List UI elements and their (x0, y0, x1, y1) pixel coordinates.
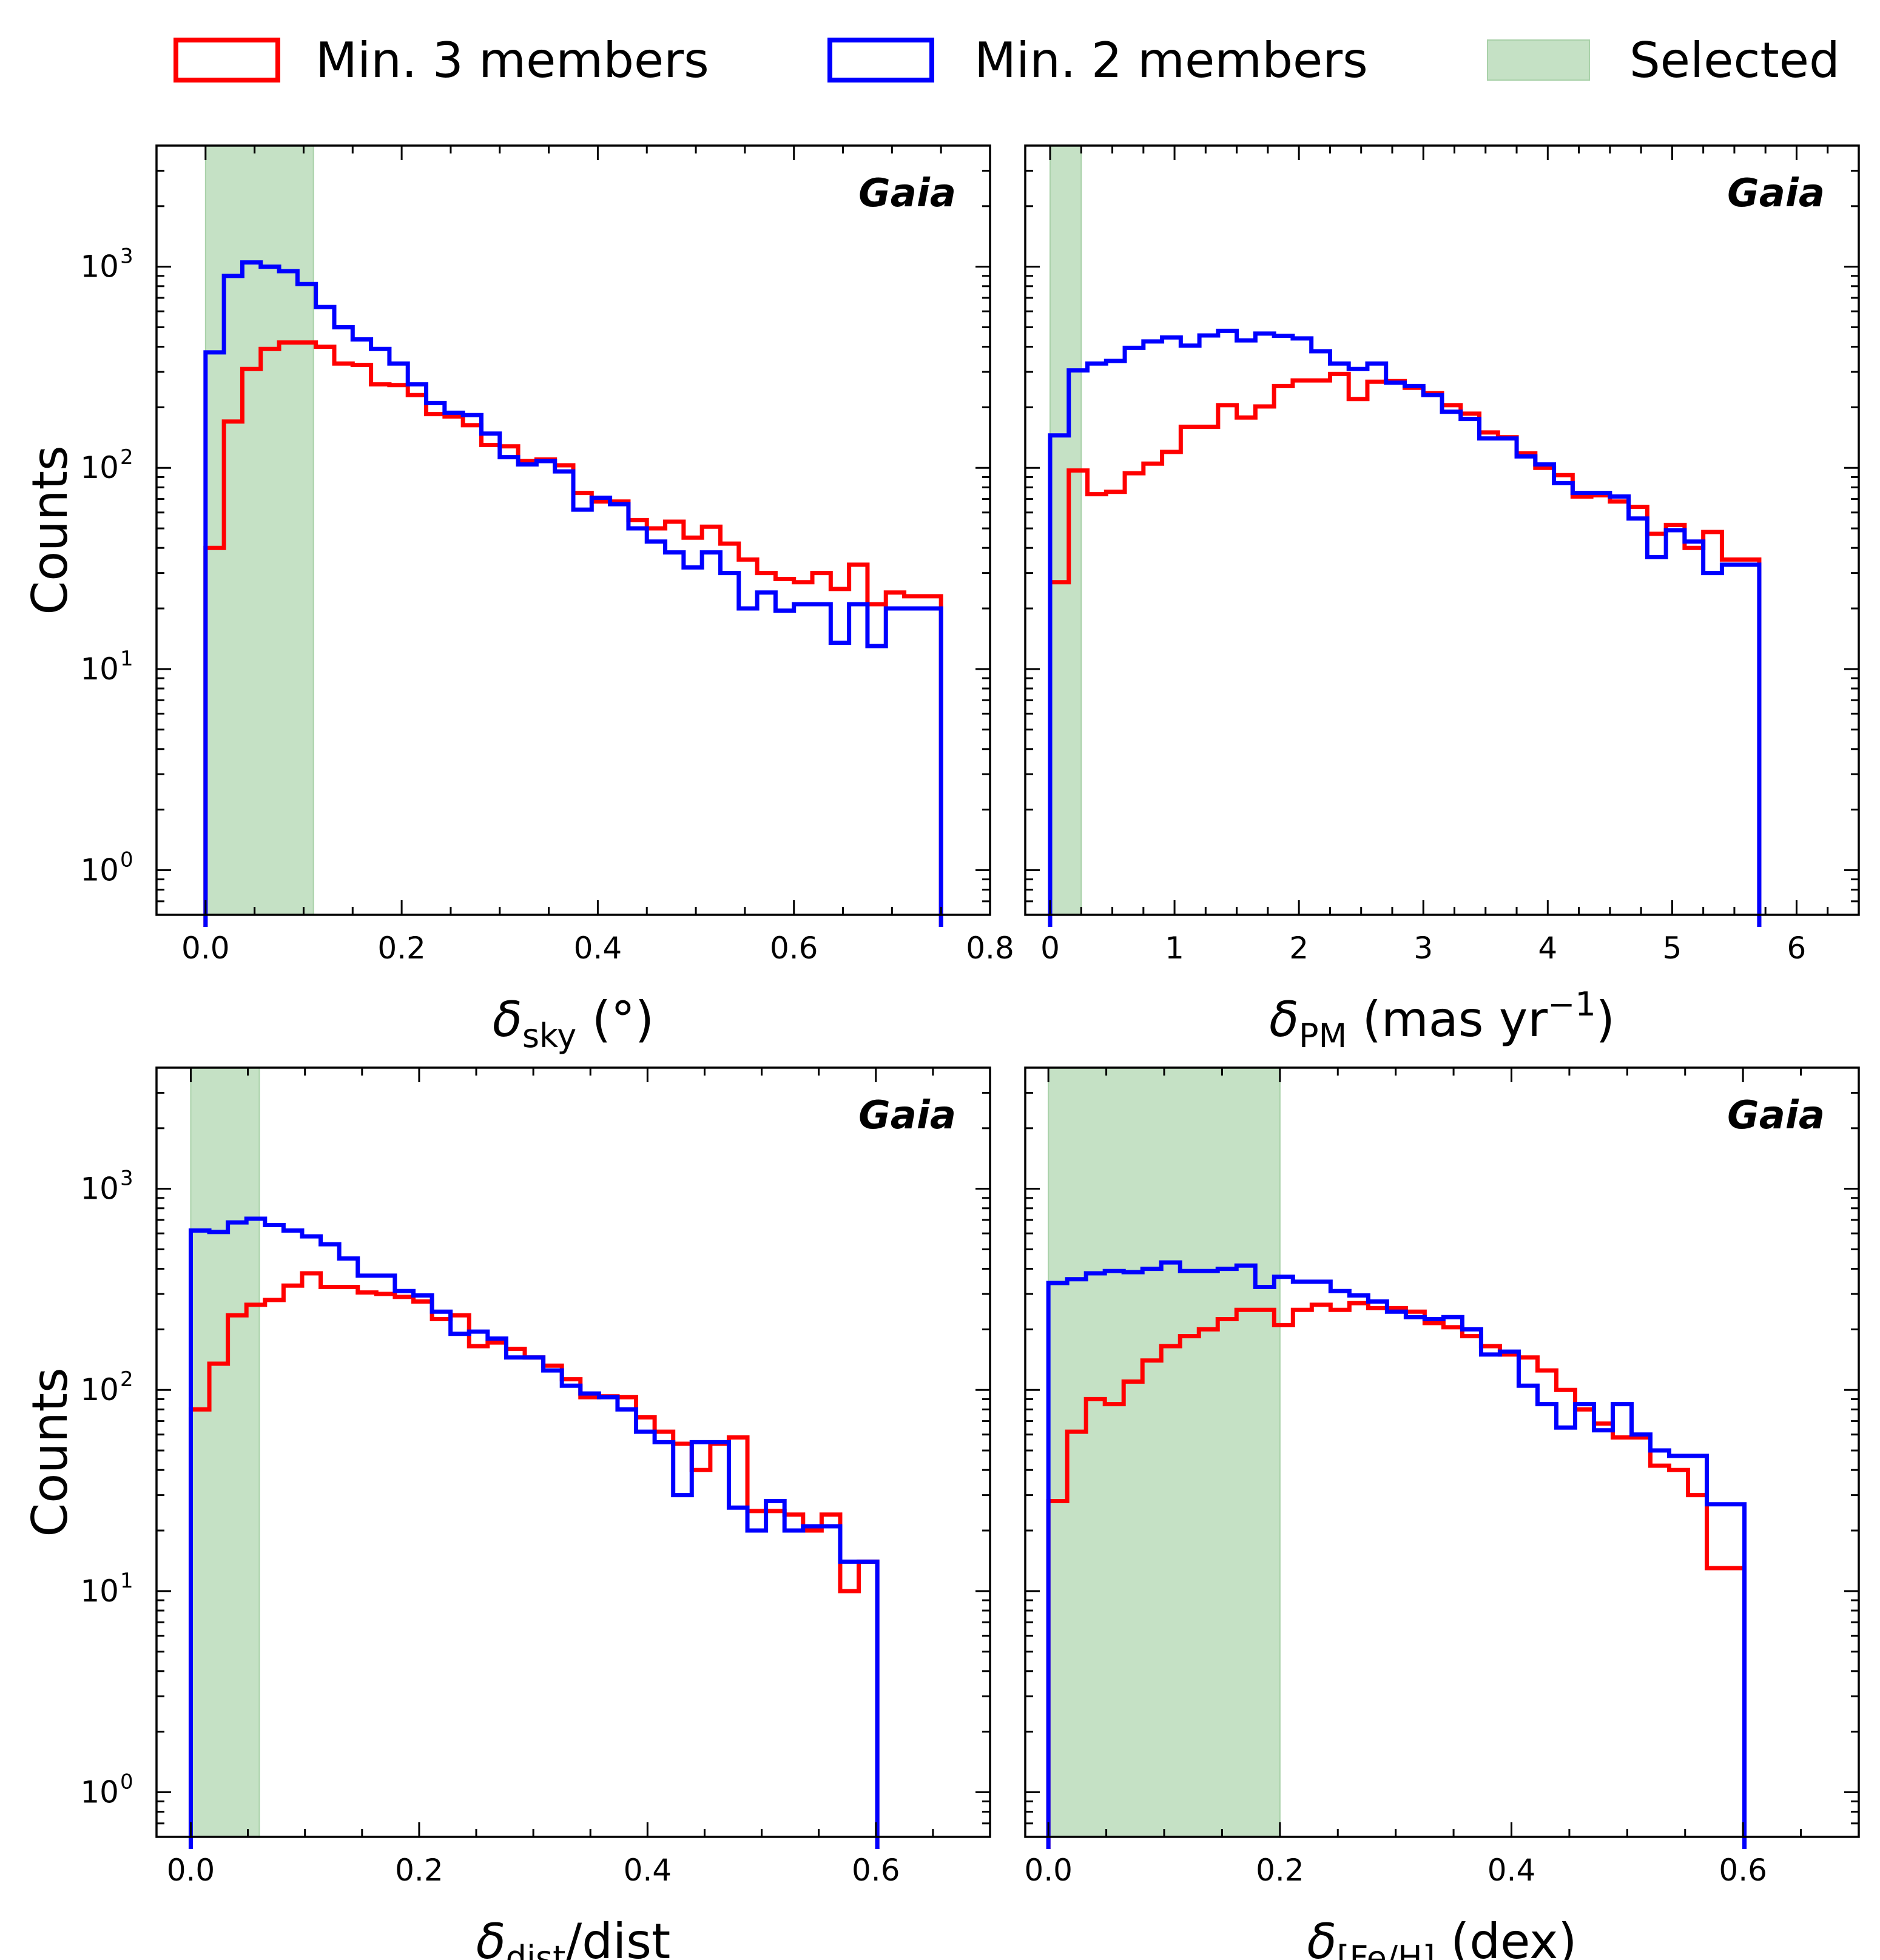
y-tick-exponent-sky: 3 (120, 244, 133, 269)
histogram-pm-series-min2 (1048, 328, 1762, 927)
selected-band-dist (190, 1067, 260, 1837)
histogram-sky-series-min2 (203, 260, 943, 927)
y-tick-label-sky: 10 (80, 450, 119, 485)
x-axis-label-subscript: PM (1299, 1017, 1347, 1055)
y-tick-label-dist: 10 (80, 1372, 119, 1407)
gaia-annotation-feh: Gaia (1727, 1093, 1825, 1138)
x-axis-label-symbol: δ (1269, 991, 1299, 1048)
legend-swatch-min3 (174, 38, 280, 83)
x-tick-label-pm: 5 (1662, 931, 1682, 966)
legend-label-selected: Selected (1629, 32, 1840, 89)
histogram-feh-series-min3 (1046, 1301, 1747, 1849)
x-axis-label-superscript: −1 (1548, 985, 1596, 1023)
gaia-annotation-pm: Gaia (1727, 171, 1825, 216)
x-tick-label-dist: 0.2 (395, 1853, 443, 1888)
x-axis-label-pm: δPM (mas yr−1) (1269, 985, 1615, 1055)
x-tick-label-sky: 0.6 (770, 931, 818, 966)
x-axis-label-subscript: dist (506, 1939, 566, 1960)
x-axis-label-feh: δ[Fe/H] (dex) (1307, 1913, 1577, 1960)
x-tick-label-feh: 0.4 (1487, 1853, 1536, 1888)
y-tick-exponent-sky: 0 (120, 847, 133, 872)
x-tick-label-sky: 0.4 (574, 931, 622, 966)
panel-pm: 0 1 2 3 4 5 6 δPM (mas yr−1) Gaia (1024, 144, 1860, 1055)
histogram-dist-series-min2 (188, 1216, 880, 1849)
y-tick-exponent-dist: 2 (120, 1367, 133, 1392)
gaia-annotation-sky: Gaia (858, 171, 956, 216)
x-tick-label-dist: 0.6 (852, 1853, 900, 1888)
x-axis-label-rest: (°) (576, 991, 654, 1048)
x-axis-label-end: ) (1596, 991, 1615, 1048)
x-tick-label-pm: 0 (1040, 931, 1060, 966)
axes-frame-dist (155, 1066, 991, 1838)
panel-feh: 0.0 0.2 0.4 0.6 δ[Fe/H] (dex) Gaia (1024, 1066, 1860, 1960)
x-axis-label-sky: δsky (°) (493, 991, 654, 1055)
y-tick-label-dist: 10 (80, 1574, 119, 1609)
x-axis-label-dist: δdist/dist (476, 1913, 671, 1960)
histogram-dist-series-min3 (188, 1271, 880, 1849)
x-tick-label-sky: 0.0 (181, 931, 230, 966)
x-tick-label-pm: 6 (1787, 931, 1807, 966)
legend: Min. 3 members Min. 2 members Selected (174, 32, 1840, 89)
x-axis-label-symbol: δ (493, 991, 522, 1048)
y-tick-label-dist: 10 (80, 1774, 119, 1810)
y-tick-label-dist: 10 (80, 1171, 119, 1207)
x-tick-label-dist: 0.0 (167, 1853, 215, 1888)
y-tick-exponent-sky: 1 (120, 647, 133, 671)
y-tick-label-sky: 10 (80, 852, 119, 887)
y-tick-label-sky: 10 (80, 652, 119, 687)
y-axis-label-dist: Counts (22, 1367, 78, 1537)
x-tick-label-pm: 4 (1538, 931, 1557, 966)
x-tick-label-pm: 3 (1413, 931, 1433, 966)
histogram-feh-series-min2 (1046, 1260, 1747, 1849)
x-tick-label-sky: 0.8 (966, 931, 1014, 966)
axes-frame-feh (1024, 1066, 1860, 1838)
legend-swatch-selected (1487, 39, 1590, 81)
x-tick-label-feh: 0.0 (1024, 1853, 1073, 1888)
x-axis-label-symbol: δ (476, 1913, 506, 1960)
x-tick-label-dist: 0.4 (624, 1853, 672, 1888)
x-axis-label-rest: (mas yr (1347, 991, 1548, 1048)
axes-frame-sky (155, 144, 991, 916)
selected-band-feh (1048, 1067, 1281, 1837)
x-axis-label-subscript: [Fe/H] (1336, 1939, 1435, 1960)
legend-swatch-min2 (827, 38, 934, 83)
legend-label-min3: Min. 3 members (315, 32, 709, 89)
x-tick-label-pm: 1 (1165, 931, 1184, 966)
y-tick-exponent-dist: 1 (120, 1569, 133, 1593)
x-tick-label-feh: 0.6 (1719, 1853, 1767, 1888)
y-tick-exponent-sky: 2 (120, 445, 133, 470)
legend-label-min2: Min. 2 members (974, 32, 1368, 89)
selected-band-pm (1049, 145, 1082, 915)
x-axis-label-subscript: sky (522, 1017, 576, 1055)
y-axis-label-sky: Counts (22, 445, 78, 615)
x-axis-label-rest: (dex) (1435, 1913, 1577, 1960)
y-tick-exponent-dist: 0 (120, 1770, 133, 1794)
x-tick-label-pm: 2 (1289, 931, 1309, 966)
x-axis-label-symbol: δ (1307, 1913, 1336, 1960)
axes-frame-pm (1024, 144, 1860, 916)
gaia-annotation-dist: Gaia (858, 1093, 956, 1138)
x-tick-label-sky: 0.2 (377, 931, 426, 966)
y-tick-exponent-dist: 3 (120, 1167, 133, 1191)
histogram-sky-series-min3 (203, 340, 943, 927)
x-axis-label-rest: /dist (565, 1913, 670, 1960)
y-tick-label-sky: 10 (80, 249, 119, 285)
histogram-pm-series-min3 (1048, 371, 1762, 927)
x-tick-label-feh: 0.2 (1256, 1853, 1304, 1888)
